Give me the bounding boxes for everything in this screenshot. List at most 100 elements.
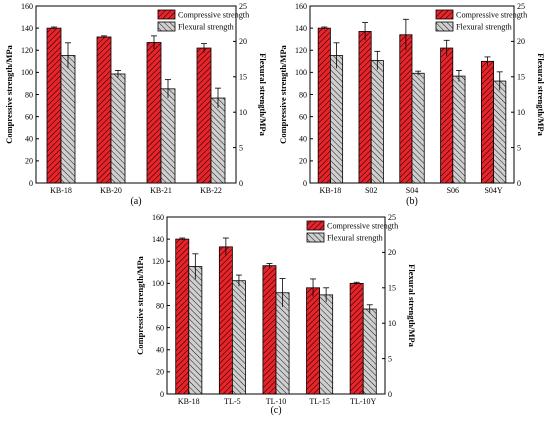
right-tick-label: 20 (517, 37, 525, 46)
flexural-bar (411, 72, 425, 184)
left-tick-label: 60 (25, 112, 33, 121)
flexural-bar (493, 80, 507, 184)
left-axis-title: Compressive strength/MPa (278, 44, 288, 143)
flexural-bar (60, 55, 76, 184)
right-tick-label: 5 (239, 143, 243, 152)
left-tick-label: 140 (295, 24, 307, 33)
flexural-bar (160, 88, 176, 184)
left-tick-label: 120 (152, 257, 164, 266)
left-tick-label: 140 (21, 24, 33, 33)
compressive-bar (46, 27, 62, 184)
left-tick-label: 160 (21, 2, 33, 11)
left-tick-label: 0 (303, 179, 307, 188)
left-tick-label: 80 (156, 301, 164, 310)
legend-swatch-compressive (435, 9, 454, 20)
right-tick-label: 10 (239, 108, 247, 117)
left-tick-label: 120 (21, 46, 33, 55)
x-tick-label: KB-18 (320, 186, 342, 195)
flexural-bar (231, 280, 246, 395)
chart-panels: 0204060801001201401600510152025Compressi… (4, 2, 546, 416)
left-tick-label: 0 (160, 390, 164, 399)
left-tick-label: 20 (25, 157, 33, 166)
left-tick-label: 120 (295, 46, 307, 55)
flexural-bar (370, 60, 384, 184)
compressive-bar (146, 42, 162, 184)
left-tick-label: 40 (156, 346, 164, 355)
legend-swatch-flexural (157, 21, 176, 32)
left-tick-label: 80 (25, 90, 33, 99)
left-tick-label: 80 (299, 90, 307, 99)
left-axis-title: Compressive strength/MPa (4, 44, 14, 143)
x-tick-label: TL-15 (309, 397, 329, 406)
x-tick-label: S06 (447, 186, 459, 195)
chart-panel-3: 0204060801001201401600510152025Compressi… (135, 213, 417, 416)
left-tick-label: 60 (156, 323, 164, 332)
left-tick-label: 160 (295, 2, 307, 11)
left-tick-label: 100 (21, 68, 33, 77)
x-tick-label: TL-10 (266, 397, 286, 406)
panel-caption: (c) (270, 405, 281, 416)
legend-label-flexural: Flexural strength (456, 23, 512, 32)
compressive-bar (175, 238, 190, 395)
compressive-bar (349, 282, 364, 395)
compressive-bar (218, 246, 233, 395)
legend-label-flexural: Flexural strength (178, 23, 234, 32)
flexural-bar (110, 73, 126, 184)
legend-label-compressive: Compressive strength (456, 11, 527, 20)
x-tick-label: S02 (365, 186, 377, 195)
compressive-bar (306, 287, 320, 395)
left-tick-label: 100 (152, 279, 164, 288)
left-tick-label: 160 (152, 213, 164, 222)
legend-label-compressive: Compressive strength (327, 222, 398, 231)
compressive-bar (480, 60, 494, 184)
flexural-bar (188, 266, 203, 395)
left-tick-label: 60 (299, 112, 307, 121)
x-tick-label: S04Y (484, 186, 502, 195)
right-tick-label: 5 (517, 143, 521, 152)
x-tick-label: KB-22 (200, 186, 222, 195)
flexural-bar (275, 292, 290, 395)
compressive-bar (196, 47, 212, 184)
right-tick-label: 15 (517, 73, 525, 82)
compressive-bar (358, 31, 372, 184)
right-tick-label: 25 (517, 2, 525, 11)
right-axis-title: Flexural strength/MPa (258, 53, 268, 136)
left-tick-label: 100 (295, 68, 307, 77)
right-tick-label: 10 (517, 108, 525, 117)
left-axis-title: Compressive strength/MPa (135, 255, 145, 354)
left-tick-label: 20 (156, 368, 164, 377)
compressive-bar (262, 265, 277, 395)
flexural-bar (210, 97, 226, 184)
right-tick-label: 25 (239, 2, 247, 11)
legend-swatch-compressive (306, 220, 325, 231)
x-tick-label: KB-20 (100, 186, 122, 195)
legend-swatch-flexural (306, 232, 325, 243)
compressive-bar (440, 47, 454, 184)
right-tick-label: 0 (388, 390, 392, 399)
right-axis-title: Flexural strength/MPa (536, 53, 546, 136)
panel-caption: (a) (130, 196, 141, 207)
x-tick-label: KB-18 (50, 186, 72, 195)
x-tick-label: KB-21 (150, 186, 172, 195)
left-tick-label: 40 (25, 135, 33, 144)
left-tick-label: 140 (152, 235, 164, 244)
chart-panel-2: 0204060801001201401600510152025Compressi… (278, 2, 546, 207)
right-tick-label: 0 (517, 179, 521, 188)
panel-caption: (b) (406, 196, 418, 207)
legend-swatch-flexural (435, 21, 454, 32)
flexural-bar (452, 75, 466, 184)
legend-label-compressive: Compressive strength (178, 11, 249, 20)
right-tick-label: 20 (239, 37, 247, 46)
right-tick-label: 25 (388, 213, 396, 222)
compressive-bar (399, 34, 413, 184)
right-axis-title: Flexural strength/MPa (407, 264, 417, 347)
legend-swatch-compressive (157, 9, 176, 20)
chart-panel-1: 0204060801001201401600510152025Compressi… (4, 2, 268, 207)
flexural-bar (329, 55, 344, 184)
right-tick-label: 0 (239, 179, 243, 188)
compressive-bar (317, 27, 331, 184)
x-tick-label: S04 (406, 186, 418, 195)
legend-label-flexural: Flexural strength (327, 234, 383, 243)
right-tick-label: 20 (388, 248, 396, 257)
flexural-bar (362, 308, 377, 395)
